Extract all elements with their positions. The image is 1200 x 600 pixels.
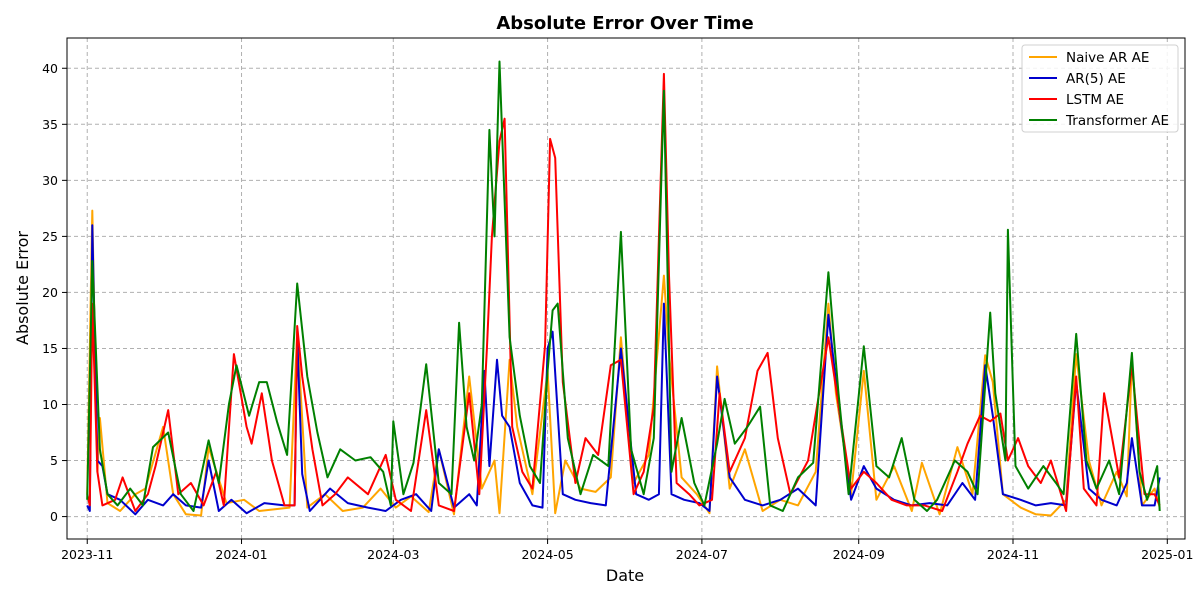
x-axis-ticks: 2023-11 2024-01 2024-03 2024-05 2024-07 2024-… [61,539,1193,562]
legend: Naive AR AE AR(5) AE LSTM AE Transformer AE [1021,44,1179,133]
series-line-1 [86,209,1161,517]
series-line-4 [86,60,1161,512]
legend-label-4: Transformer AE [1065,113,1169,129]
legend-box [1021,44,1179,133]
series-lines [86,60,1161,517]
y-tick-label: 15 [42,341,58,356]
x-tick-label: 2024-11 [987,547,1039,562]
series-line-3 [86,72,1161,512]
x-tick-label: 2023-11 [61,547,113,562]
y-tick-label: 0 [50,509,58,524]
legend-label-1: Naive AR AE [1066,50,1149,66]
plot-area-frame [66,37,1186,540]
x-tick-label: 2024-09 [833,547,885,562]
x-tick-label: 2024-05 [521,547,573,562]
y-tick-label: 20 [42,285,58,300]
chart-title: Absolute Error Over Time [496,13,753,34]
legend-label-2: AR(5) AE [1066,71,1126,87]
y-tick-label: 10 [42,397,58,412]
series-line-2 [86,224,1161,516]
x-axis-label: Date [606,566,644,585]
y-axis-ticks: 0 5 10 15 20 25 30 35 40 [42,61,67,524]
y-tick-label: 40 [42,61,58,76]
y-tick-label: 5 [50,453,58,468]
y-tick-label: 25 [42,229,58,244]
x-tick-label: 2024-07 [676,547,728,562]
y-tick-label: 35 [42,117,58,132]
x-tick-label: 2024-03 [367,547,419,562]
x-tick-label: 2024-01 [215,547,267,562]
x-tick-label: 2025-01 [1141,547,1193,562]
legend-label-3: LSTM AE [1066,92,1124,108]
y-axis-label: Absolute Error [13,231,32,345]
y-tick-label: 30 [42,173,58,188]
